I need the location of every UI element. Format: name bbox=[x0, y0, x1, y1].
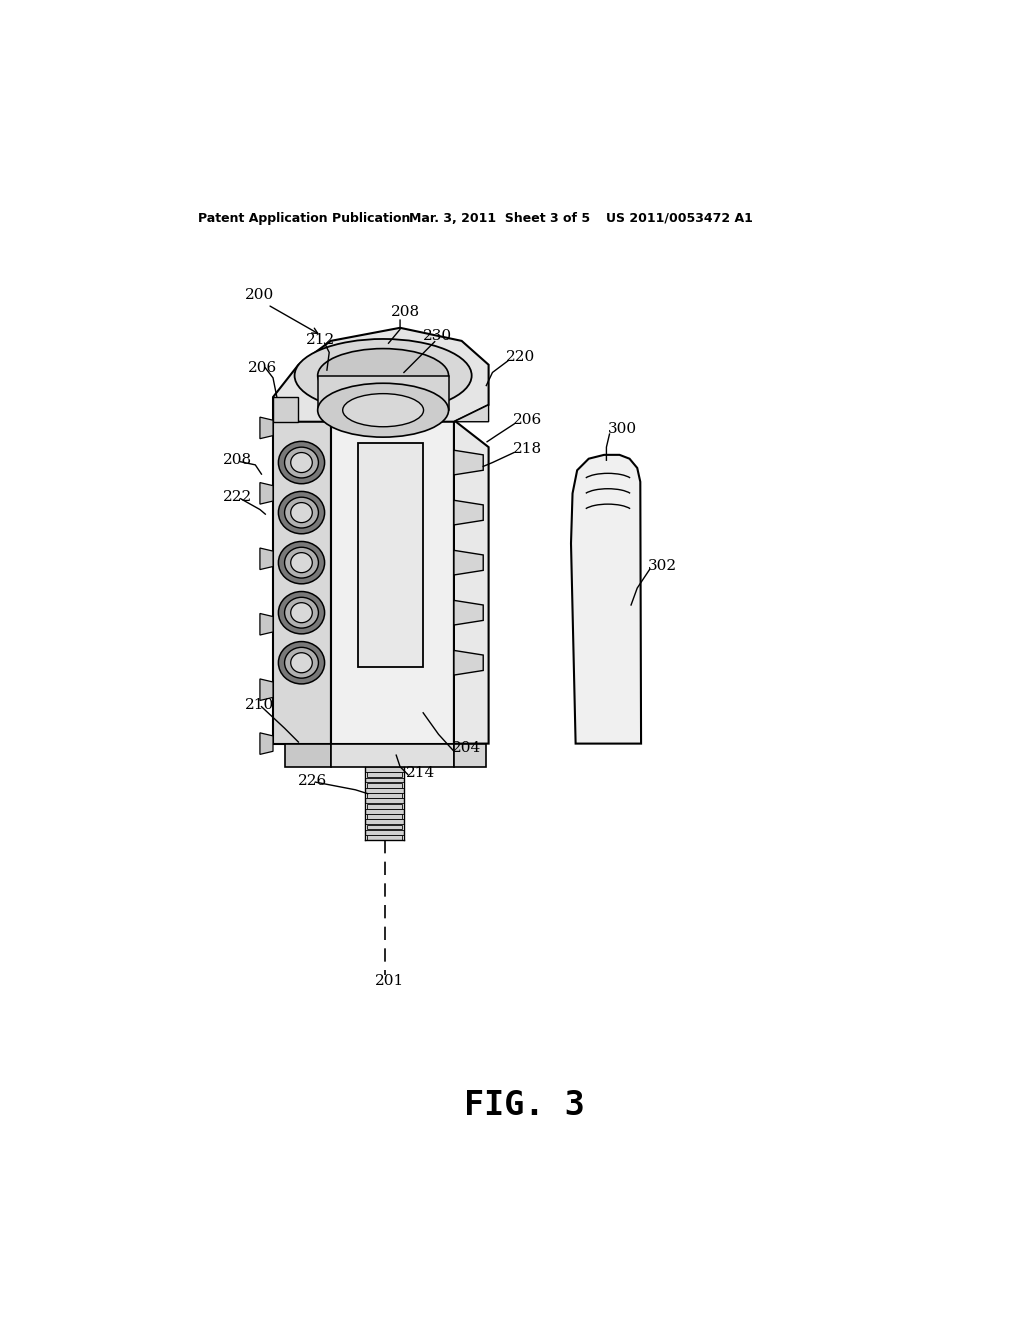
Bar bbox=[368, 793, 402, 799]
Polygon shape bbox=[454, 743, 486, 767]
Ellipse shape bbox=[279, 591, 325, 634]
Bar bbox=[366, 777, 403, 783]
Bar bbox=[368, 814, 402, 818]
Bar bbox=[366, 799, 403, 804]
Polygon shape bbox=[285, 743, 331, 767]
Text: 226: 226 bbox=[298, 774, 328, 788]
Polygon shape bbox=[454, 500, 483, 525]
Text: 206: 206 bbox=[248, 360, 276, 375]
Ellipse shape bbox=[317, 383, 449, 437]
Text: 230: 230 bbox=[423, 329, 453, 342]
Bar bbox=[366, 788, 403, 793]
Ellipse shape bbox=[291, 503, 312, 523]
Text: 201: 201 bbox=[376, 974, 404, 987]
Text: 208: 208 bbox=[391, 305, 420, 319]
Bar bbox=[368, 772, 402, 777]
Bar bbox=[366, 830, 403, 834]
Text: 204: 204 bbox=[453, 742, 481, 755]
Ellipse shape bbox=[291, 653, 312, 673]
Text: 214: 214 bbox=[407, 766, 435, 780]
Text: 300: 300 bbox=[608, 422, 637, 437]
Ellipse shape bbox=[317, 348, 449, 403]
Polygon shape bbox=[273, 420, 331, 743]
Ellipse shape bbox=[285, 597, 318, 628]
Polygon shape bbox=[260, 678, 273, 701]
Polygon shape bbox=[454, 405, 488, 422]
Text: 212: 212 bbox=[306, 333, 336, 347]
Ellipse shape bbox=[291, 603, 312, 623]
Polygon shape bbox=[454, 651, 483, 675]
Ellipse shape bbox=[291, 553, 312, 573]
Polygon shape bbox=[260, 733, 273, 755]
Text: 206: 206 bbox=[512, 413, 542, 428]
Bar bbox=[368, 804, 402, 808]
Polygon shape bbox=[454, 450, 483, 475]
Text: Patent Application Publication: Patent Application Publication bbox=[199, 213, 411, 224]
Ellipse shape bbox=[279, 441, 325, 483]
Bar bbox=[368, 825, 402, 829]
Polygon shape bbox=[454, 550, 483, 576]
Text: US 2011/0053472 A1: US 2011/0053472 A1 bbox=[606, 213, 754, 224]
Text: 208: 208 bbox=[223, 453, 252, 467]
Text: 220: 220 bbox=[506, 350, 536, 364]
Polygon shape bbox=[331, 420, 454, 743]
Ellipse shape bbox=[295, 339, 472, 412]
Polygon shape bbox=[260, 614, 273, 635]
Text: 222: 222 bbox=[223, 490, 252, 504]
Ellipse shape bbox=[291, 453, 312, 473]
Text: 210: 210 bbox=[245, 698, 273, 711]
Polygon shape bbox=[273, 397, 298, 422]
Polygon shape bbox=[260, 417, 273, 438]
Bar bbox=[368, 836, 402, 840]
Bar bbox=[357, 444, 423, 667]
Bar bbox=[366, 809, 403, 813]
Polygon shape bbox=[454, 601, 483, 626]
Polygon shape bbox=[331, 743, 454, 767]
Text: Mar. 3, 2011  Sheet 3 of 5: Mar. 3, 2011 Sheet 3 of 5 bbox=[410, 213, 591, 224]
Ellipse shape bbox=[279, 642, 325, 684]
Ellipse shape bbox=[285, 498, 318, 528]
Ellipse shape bbox=[279, 541, 325, 583]
Bar bbox=[366, 767, 403, 772]
Polygon shape bbox=[260, 483, 273, 504]
Polygon shape bbox=[317, 376, 449, 411]
Polygon shape bbox=[273, 327, 488, 422]
Polygon shape bbox=[571, 455, 641, 743]
Ellipse shape bbox=[279, 491, 325, 533]
Bar bbox=[366, 820, 403, 824]
Text: 302: 302 bbox=[648, 560, 677, 573]
Ellipse shape bbox=[285, 447, 318, 478]
Polygon shape bbox=[454, 420, 488, 743]
Ellipse shape bbox=[285, 647, 318, 678]
Ellipse shape bbox=[343, 393, 424, 426]
Polygon shape bbox=[260, 548, 273, 570]
Text: 200: 200 bbox=[245, 289, 273, 302]
Text: 218: 218 bbox=[512, 442, 542, 457]
Text: FIG. 3: FIG. 3 bbox=[465, 1089, 585, 1122]
Bar bbox=[368, 783, 402, 788]
Ellipse shape bbox=[285, 548, 318, 578]
